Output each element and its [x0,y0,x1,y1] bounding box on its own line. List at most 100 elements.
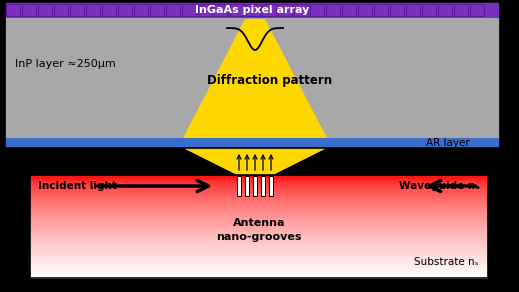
Bar [30,201,488,203]
Bar [422,4,436,16]
Bar [374,4,388,16]
Bar [30,273,488,275]
Bar [30,246,488,248]
Text: InP layer ≈250μm: InP layer ≈250μm [15,59,116,69]
Bar [30,198,488,200]
Bar [30,253,488,255]
Bar [30,259,488,260]
Bar [30,192,488,194]
Bar [30,250,488,251]
Bar [30,258,488,259]
Bar [30,218,488,219]
Bar [166,4,180,16]
Bar [30,196,488,197]
Bar [245,176,249,196]
Text: Antenna
nano-grooves: Antenna nano-grooves [216,218,302,241]
Bar [30,208,488,210]
Bar [30,197,488,199]
Bar [30,184,488,186]
Bar [30,244,488,246]
Bar [30,252,488,254]
Bar [102,4,116,16]
Bar [30,207,488,209]
Bar [30,230,488,232]
Bar [30,202,488,204]
Bar [30,205,488,206]
Bar [30,270,488,272]
Bar [30,215,488,217]
Bar [30,265,488,267]
Bar [5,18,500,138]
Bar [30,256,488,258]
Text: Waveguide nₑ: Waveguide nₑ [399,181,480,191]
Bar [30,188,488,190]
Bar [30,269,488,271]
Bar [30,179,488,181]
Bar [30,175,488,278]
Bar [246,4,260,16]
Bar [30,210,488,211]
Bar [454,4,468,16]
Bar [30,268,488,270]
Bar [30,194,488,196]
Bar [30,266,488,268]
Bar [30,206,488,208]
Bar [198,4,212,16]
Bar [5,138,500,148]
Bar [269,176,273,196]
Bar [182,4,196,16]
Bar [30,176,488,178]
Bar [253,176,257,196]
Bar [30,277,488,279]
Bar [5,2,500,148]
Bar [30,223,488,225]
Text: Incident light: Incident light [38,181,117,191]
Bar [262,4,276,16]
Bar [30,233,488,235]
Bar [237,176,241,196]
Bar [30,178,488,179]
Bar [30,211,488,213]
Bar [30,185,488,187]
Bar [30,260,488,262]
Bar [406,4,420,16]
Bar [30,264,488,266]
Bar [278,4,292,16]
Bar [30,274,488,276]
Bar [30,232,488,233]
Bar [438,4,452,16]
Bar [30,248,488,250]
Bar [30,238,488,240]
Text: InGaAs pixel array: InGaAs pixel array [195,5,310,15]
Bar [261,176,265,196]
Bar [30,203,488,205]
Bar [326,4,340,16]
Bar [134,4,148,16]
Bar [30,216,488,218]
Bar [30,255,488,257]
Bar [22,4,36,16]
Bar [30,242,488,244]
Bar [470,4,484,16]
Bar [118,4,132,16]
Bar [30,180,488,182]
Bar [30,241,488,242]
Bar [86,4,100,16]
Bar [6,4,20,16]
Bar [30,237,488,239]
Bar [30,228,488,230]
Bar [30,175,488,177]
Bar [30,261,488,263]
Bar [30,214,488,215]
Bar [30,189,488,191]
Text: Diffraction pattern: Diffraction pattern [208,74,333,87]
Bar [30,229,488,231]
Bar [342,4,356,16]
Bar [30,212,488,214]
Text: AR layer: AR layer [426,138,470,148]
Bar [230,4,244,16]
Bar [294,4,308,16]
Bar [30,199,488,201]
Text: Substrate nₛ: Substrate nₛ [414,257,478,267]
Polygon shape [183,148,327,175]
